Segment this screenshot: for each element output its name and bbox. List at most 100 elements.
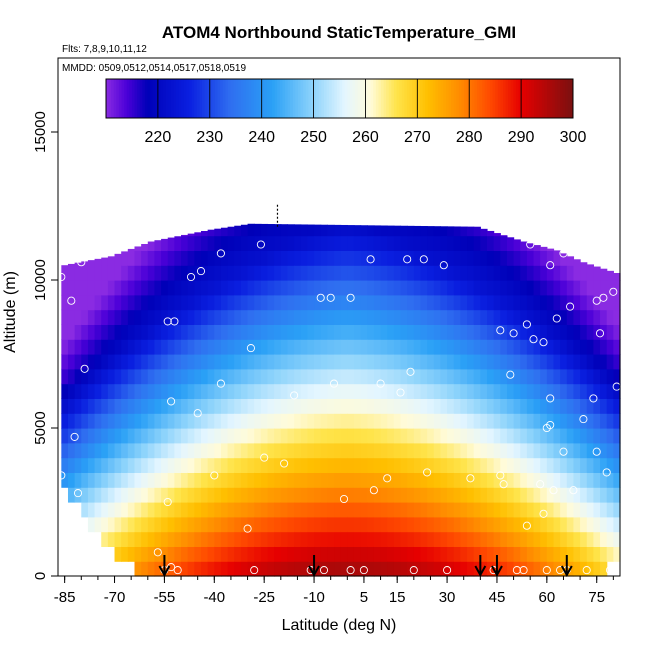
field-cell bbox=[314, 487, 322, 503]
field-cell bbox=[427, 265, 435, 281]
field-cell bbox=[194, 339, 202, 355]
field-cell bbox=[460, 502, 468, 518]
field-cell bbox=[380, 280, 388, 296]
field-cell bbox=[234, 516, 242, 533]
colorbar-swatch bbox=[287, 79, 291, 118]
field-cell bbox=[61, 294, 69, 311]
field-cell bbox=[61, 354, 69, 370]
field-cell bbox=[240, 413, 249, 429]
colorbar-swatch bbox=[240, 79, 244, 118]
field-cell bbox=[580, 294, 588, 311]
field-cell bbox=[194, 472, 202, 488]
sample-point bbox=[369, 486, 378, 495]
field-cell bbox=[586, 368, 594, 385]
field-cell bbox=[553, 561, 561, 577]
field-cell bbox=[360, 546, 368, 562]
field-cell bbox=[606, 487, 614, 503]
field-cell bbox=[200, 354, 209, 370]
field-cell bbox=[287, 324, 295, 340]
field-cell bbox=[520, 428, 528, 444]
colorbar-swatch bbox=[137, 79, 141, 118]
colorbar-swatch bbox=[300, 79, 304, 118]
field-cell bbox=[480, 487, 488, 503]
field-cell bbox=[320, 235, 328, 251]
field-cell bbox=[540, 280, 548, 296]
field-cell bbox=[433, 250, 442, 266]
field-cell bbox=[134, 324, 142, 340]
field-cell bbox=[433, 442, 442, 459]
field-cell bbox=[427, 294, 435, 311]
field-cell bbox=[294, 280, 302, 296]
field-cell bbox=[307, 280, 315, 296]
field-cell bbox=[393, 516, 402, 533]
field-cell bbox=[447, 309, 455, 325]
field-cell bbox=[580, 413, 588, 429]
field-cell bbox=[486, 561, 495, 577]
field-cell bbox=[526, 243, 535, 251]
colorbar-swatch bbox=[528, 79, 532, 118]
field-cell bbox=[473, 457, 481, 473]
field-cell bbox=[440, 531, 448, 547]
field-cell bbox=[260, 428, 269, 444]
field-cell bbox=[393, 546, 402, 562]
colorbar-swatch bbox=[461, 79, 465, 118]
colorbar-swatch bbox=[388, 79, 392, 118]
field-cell bbox=[500, 265, 508, 281]
field-cell bbox=[500, 472, 508, 488]
field-cell bbox=[254, 250, 262, 266]
field-cell bbox=[227, 354, 235, 370]
field-cell bbox=[121, 368, 129, 385]
field-cell bbox=[553, 516, 561, 533]
field-cell bbox=[147, 339, 156, 355]
field-cell bbox=[220, 472, 229, 488]
field-cell bbox=[566, 256, 575, 266]
field-cell bbox=[147, 383, 156, 399]
field-cell bbox=[467, 324, 475, 340]
field-cell bbox=[513, 531, 521, 547]
sample-point bbox=[592, 447, 601, 456]
field-cell bbox=[433, 457, 442, 473]
colorbar-swatch bbox=[339, 79, 343, 118]
field-cell bbox=[274, 487, 282, 503]
field-cell bbox=[167, 398, 175, 414]
field-cell bbox=[546, 309, 555, 325]
field-cell bbox=[347, 309, 355, 325]
field-cell bbox=[247, 428, 255, 444]
field-cell bbox=[67, 294, 76, 311]
colorbar-tick-label: 260 bbox=[352, 129, 379, 146]
field-cell bbox=[473, 368, 481, 385]
field-cell bbox=[520, 472, 528, 488]
field-cell bbox=[546, 531, 555, 547]
field-cell bbox=[154, 309, 162, 325]
field-cell bbox=[473, 442, 481, 459]
field-cell bbox=[287, 398, 295, 414]
colorbar-swatch bbox=[233, 79, 237, 118]
field-cell bbox=[141, 502, 149, 518]
field-cell bbox=[387, 442, 395, 459]
field-cell bbox=[453, 487, 461, 503]
field-cell bbox=[287, 368, 295, 385]
field-cell bbox=[533, 339, 541, 355]
field-cell bbox=[600, 531, 608, 547]
field-cell bbox=[187, 516, 195, 533]
field-cell bbox=[74, 413, 82, 429]
field-cell bbox=[287, 502, 295, 518]
field-cell bbox=[533, 457, 541, 473]
field-cell bbox=[187, 280, 195, 296]
field-cell bbox=[553, 442, 561, 459]
field-cell bbox=[433, 516, 442, 533]
field-cell bbox=[387, 324, 395, 340]
field-cell bbox=[227, 472, 235, 488]
field-cell bbox=[540, 546, 548, 562]
field-cell bbox=[513, 546, 521, 562]
field-cell bbox=[294, 224, 302, 237]
field-cell bbox=[506, 368, 515, 385]
field-cell bbox=[200, 368, 209, 385]
field-cell bbox=[580, 265, 588, 281]
flights-annotation: Flts: 7,8,9,10,11,12 bbox=[62, 44, 147, 55]
colorbar-swatch bbox=[173, 79, 177, 118]
colorbar-swatch bbox=[502, 79, 507, 118]
field-cell bbox=[247, 324, 255, 340]
field-cell bbox=[121, 502, 129, 518]
field-cell bbox=[187, 383, 195, 399]
